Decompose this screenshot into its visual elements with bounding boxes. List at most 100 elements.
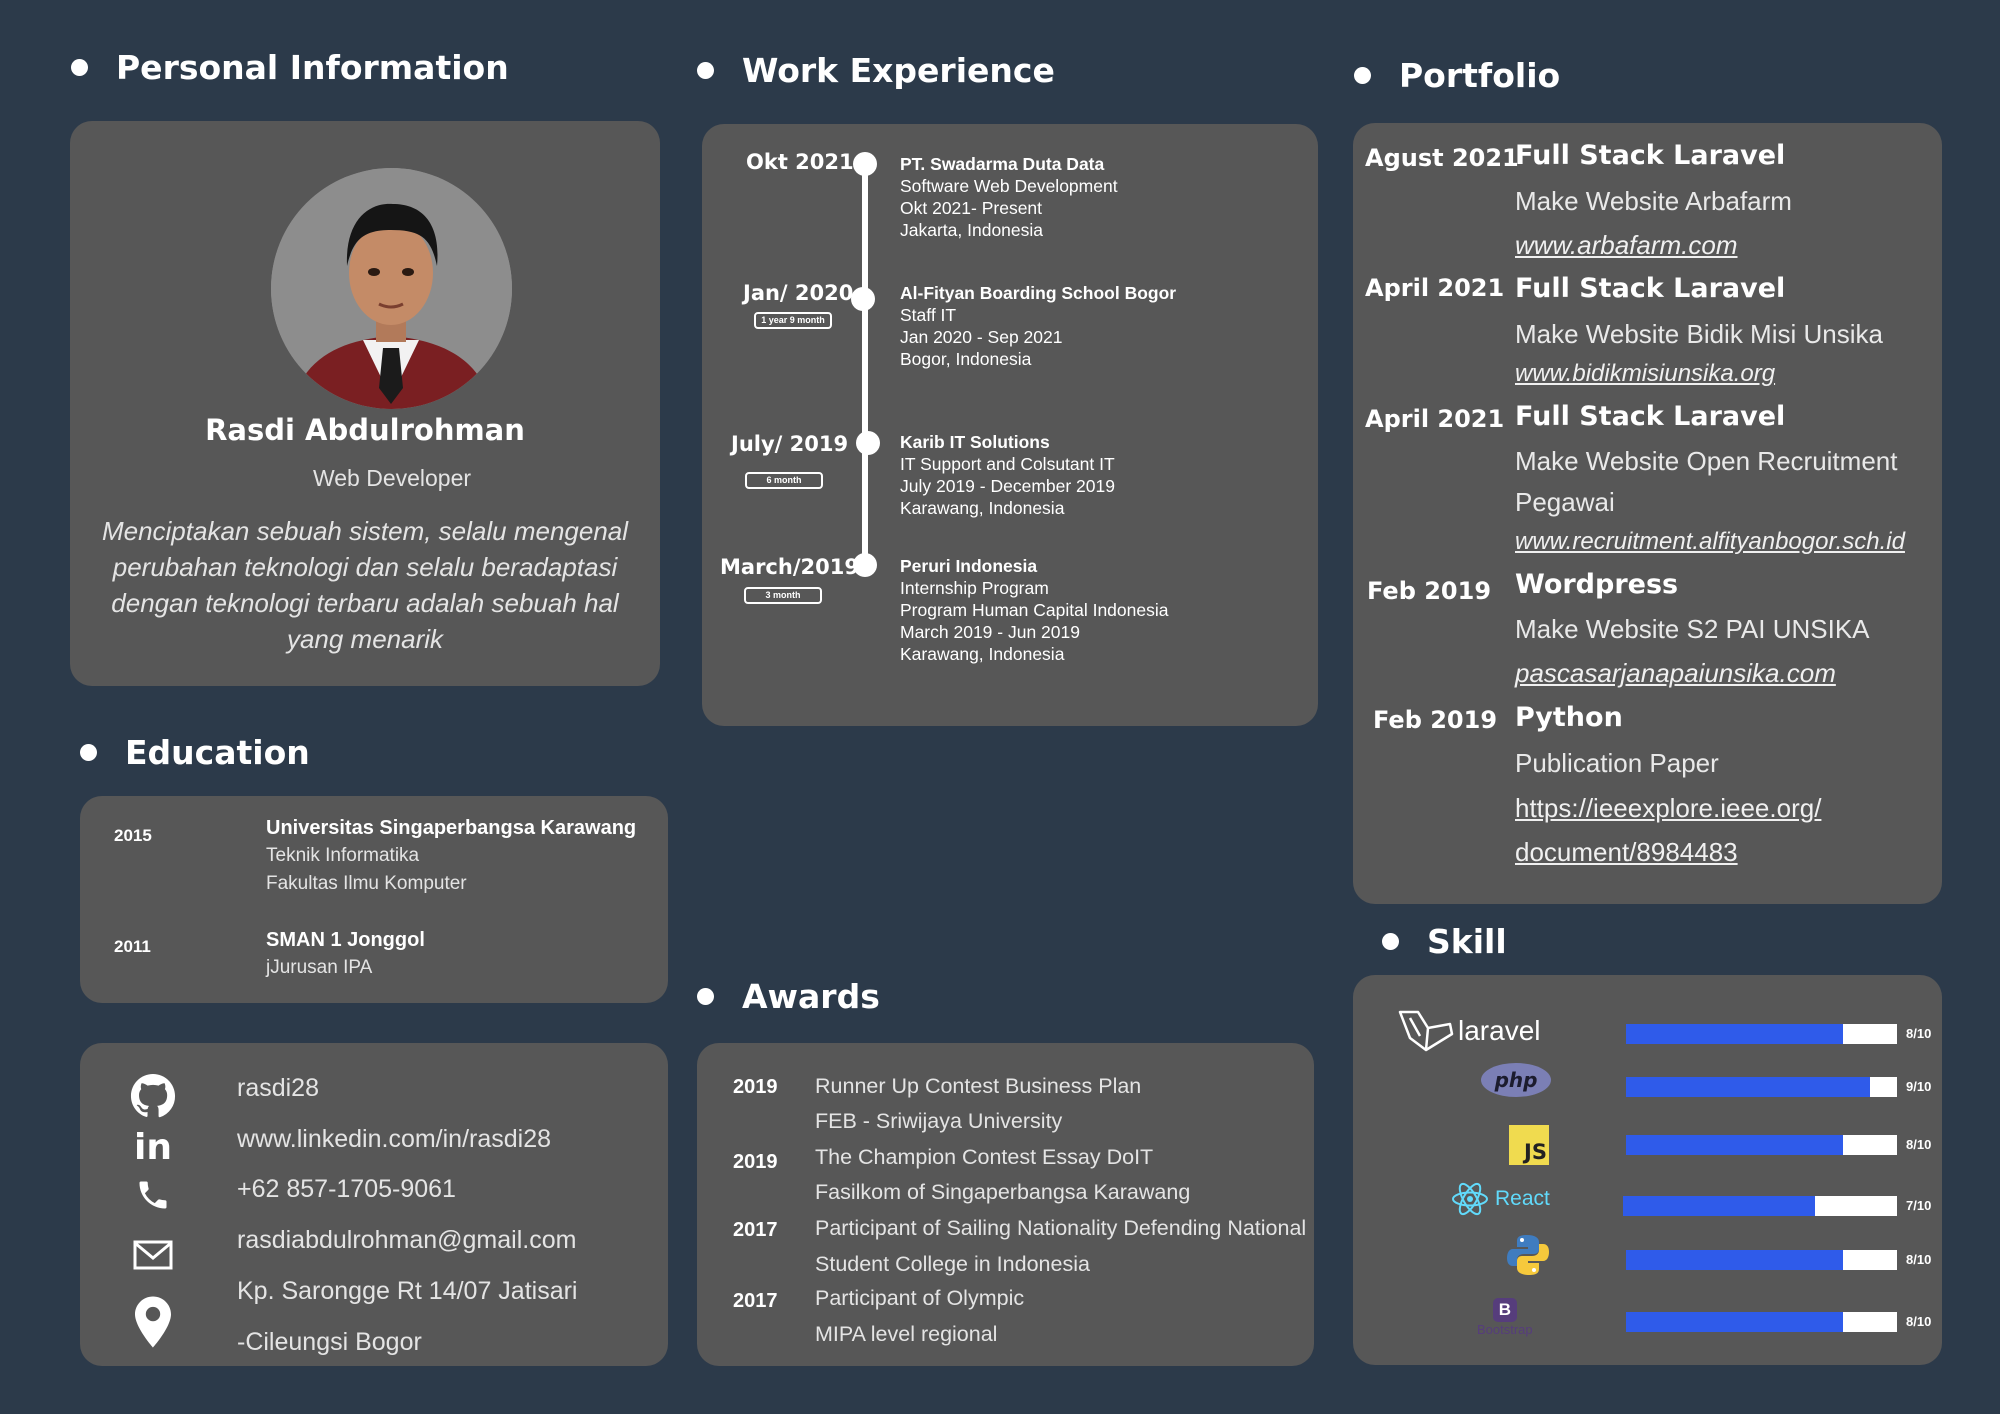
work-entry: PT. Swadarma Duta Data Software Web Deve…: [900, 153, 1118, 241]
contact-email[interactable]: rasdiabdulrohman@gmail.com: [237, 1226, 577, 1254]
portfolio-title: Full Stack Laravel: [1515, 273, 1786, 304]
work-date: March/2019: [720, 555, 859, 579]
education-entry: Universitas Singaperbangsa Karawang Tekn…: [266, 814, 636, 898]
education-entry: SMAN 1 Jonggol jJurusan IPA: [266, 926, 425, 982]
work-line: Jakarta, Indonesia: [900, 220, 1044, 240]
portfolio-desc: Pegawai: [1515, 487, 1615, 517]
award-line: FEB - Sriwijaya University: [815, 1109, 1063, 1133]
skill-bar-fill: [1626, 1077, 1870, 1097]
skill-score: 7/10: [1906, 1198, 1932, 1213]
awards-heading: Awards: [697, 977, 880, 1016]
contact-github[interactable]: rasdi28: [237, 1074, 319, 1102]
work-line: Program Human Capital Indonesia: [900, 600, 1169, 620]
work-experience-heading: Work Experience: [697, 51, 1055, 90]
bullet-icon: [80, 744, 97, 761]
work-line: Internship Program: [900, 578, 1049, 598]
work-title: Karib IT Solutions: [900, 432, 1050, 452]
award-line: Runner Up Contest Business Plan: [815, 1074, 1142, 1098]
education-year: 2011: [114, 937, 151, 956]
work-line: Staff IT: [900, 305, 957, 325]
profile-role: Web Developer: [312, 465, 472, 491]
portfolio-date: April 2021: [1365, 405, 1505, 433]
work-title: Peruri Indonesia: [900, 556, 1038, 576]
bullet-icon: [1354, 67, 1371, 84]
portfolio-date: Feb 2019: [1373, 706, 1498, 734]
skill-logo-label: laravel: [1458, 1015, 1541, 1046]
award-line: Fasilkom of Singaperbangsa Karawang: [815, 1180, 1191, 1204]
portfolio-link[interactable]: www.bidikmisiunsika.org: [1515, 360, 1776, 387]
bootstrap-logo-icon: B Bootstrap: [1477, 1298, 1533, 1337]
react-logo-icon: React: [1451, 1182, 1550, 1216]
award-year: 2017: [733, 1290, 778, 1312]
work-line: March 2019 - Jun 2019: [900, 622, 1080, 642]
personal-information-heading: Personal Information: [71, 48, 509, 87]
education-title: Universitas Singaperbangsa Karawang: [266, 817, 637, 839]
work-line: Software Web Development: [900, 176, 1118, 196]
work-line: Okt 2021- Present: [900, 198, 1043, 218]
portfolio-link[interactable]: pascasarjanapaiunsika.com: [1515, 658, 1836, 688]
skill-logo-label: JS: [1524, 1140, 1547, 1164]
award-year: 2017: [733, 1219, 778, 1241]
work-line: Karawang, Indonesia: [900, 644, 1065, 664]
location-icon: [125, 1296, 181, 1348]
work-entry: Al-Fityan Boarding School Bogor Staff IT…: [900, 282, 1176, 370]
profile-quote: Menciptakan sebuah sistem, selalu mengen…: [101, 516, 629, 654]
skill-bar: [1626, 1250, 1897, 1270]
award-line: Participant of Olympic: [815, 1286, 1025, 1310]
portfolio-title: Full Stack Laravel: [1515, 140, 1786, 171]
work-entry: Karib IT Solutions IT Support and Colsut…: [900, 431, 1115, 519]
portfolio-card: [1353, 123, 1942, 904]
avatar: [271, 168, 512, 409]
skill-bar: [1626, 1135, 1897, 1155]
timeline-line: [862, 160, 868, 565]
portfolio-link[interactable]: document/8984483: [1515, 837, 1738, 867]
portfolio-link[interactable]: https://ieeexplore.ieee.org/: [1515, 793, 1822, 823]
contact-linkedin[interactable]: www.linkedin.com/in/rasdi28: [237, 1125, 552, 1153]
skill-logo-label: php: [1494, 1068, 1538, 1092]
award-year: 2019: [733, 1076, 778, 1098]
work-entry: Peruri Indonesia Internship Program Prog…: [900, 555, 1168, 665]
work-duration-badge: 1 year 9 month: [754, 312, 832, 329]
portfolio-title: Python: [1515, 702, 1623, 733]
education-line: jJurusan IPA: [266, 957, 373, 978]
bullet-icon: [697, 988, 714, 1005]
portfolio-desc: Make Website Bidik Misi Unsika: [1515, 319, 1883, 349]
portfolio-heading: Portfolio: [1354, 56, 1560, 95]
portfolio-date: April 2021: [1365, 274, 1505, 302]
skill-bar-fill: [1623, 1196, 1815, 1216]
portfolio-date: Feb 2019: [1367, 577, 1492, 605]
portfolio-link[interactable]: www.arbafarm.com: [1515, 230, 1738, 260]
portfolio-desc: Make Website Arbafarm: [1515, 186, 1792, 216]
profile-name: Rasdi Abdulrohman: [205, 413, 525, 447]
timeline-dot: [853, 152, 877, 176]
awards-card: [697, 1043, 1314, 1366]
skill-bar-fill: [1626, 1250, 1843, 1270]
award-line: MIPA level regional: [815, 1322, 998, 1346]
contact-address: Kp. Sarongge Rt 14/07 Jatisari: [237, 1277, 578, 1305]
skill-score: 8/10: [1906, 1252, 1932, 1267]
education-year: 2015: [114, 826, 152, 845]
skill-bar: [1623, 1196, 1897, 1216]
work-line: Karawang, Indonesia: [900, 498, 1065, 518]
education-title: SMAN 1 Jonggol: [266, 929, 425, 951]
portfolio-desc: Publication Paper: [1515, 748, 1719, 778]
award-line: The Champion Contest Essay DoIT: [815, 1145, 1154, 1169]
github-icon: [125, 1073, 181, 1119]
python-logo-icon: [1505, 1232, 1551, 1283]
skill-bar: [1626, 1077, 1897, 1097]
skill-score: 8/10: [1906, 1026, 1932, 1041]
award-line: Participant of Sailing Nationality Defen…: [815, 1216, 1307, 1240]
skill-bar-fill: [1626, 1135, 1843, 1155]
portfolio-link[interactable]: www.recruitment.alfityanbogor.sch.id: [1515, 528, 1905, 555]
skill-score: 9/10: [1906, 1079, 1932, 1094]
work-date: Jan/ 2020: [743, 281, 854, 305]
skill-bar-fill: [1626, 1312, 1843, 1332]
award-line: Student College in Indonesia: [815, 1252, 1090, 1276]
education-card: [80, 796, 668, 1003]
bullet-icon: [71, 59, 88, 76]
skill-bar-fill: [1626, 1024, 1843, 1044]
timeline-dot: [856, 431, 880, 455]
contact-phone[interactable]: +62 857-1705-9061: [237, 1175, 456, 1203]
skill-score: 8/10: [1906, 1314, 1932, 1329]
portfolio-title: Full Stack Laravel: [1515, 401, 1786, 432]
